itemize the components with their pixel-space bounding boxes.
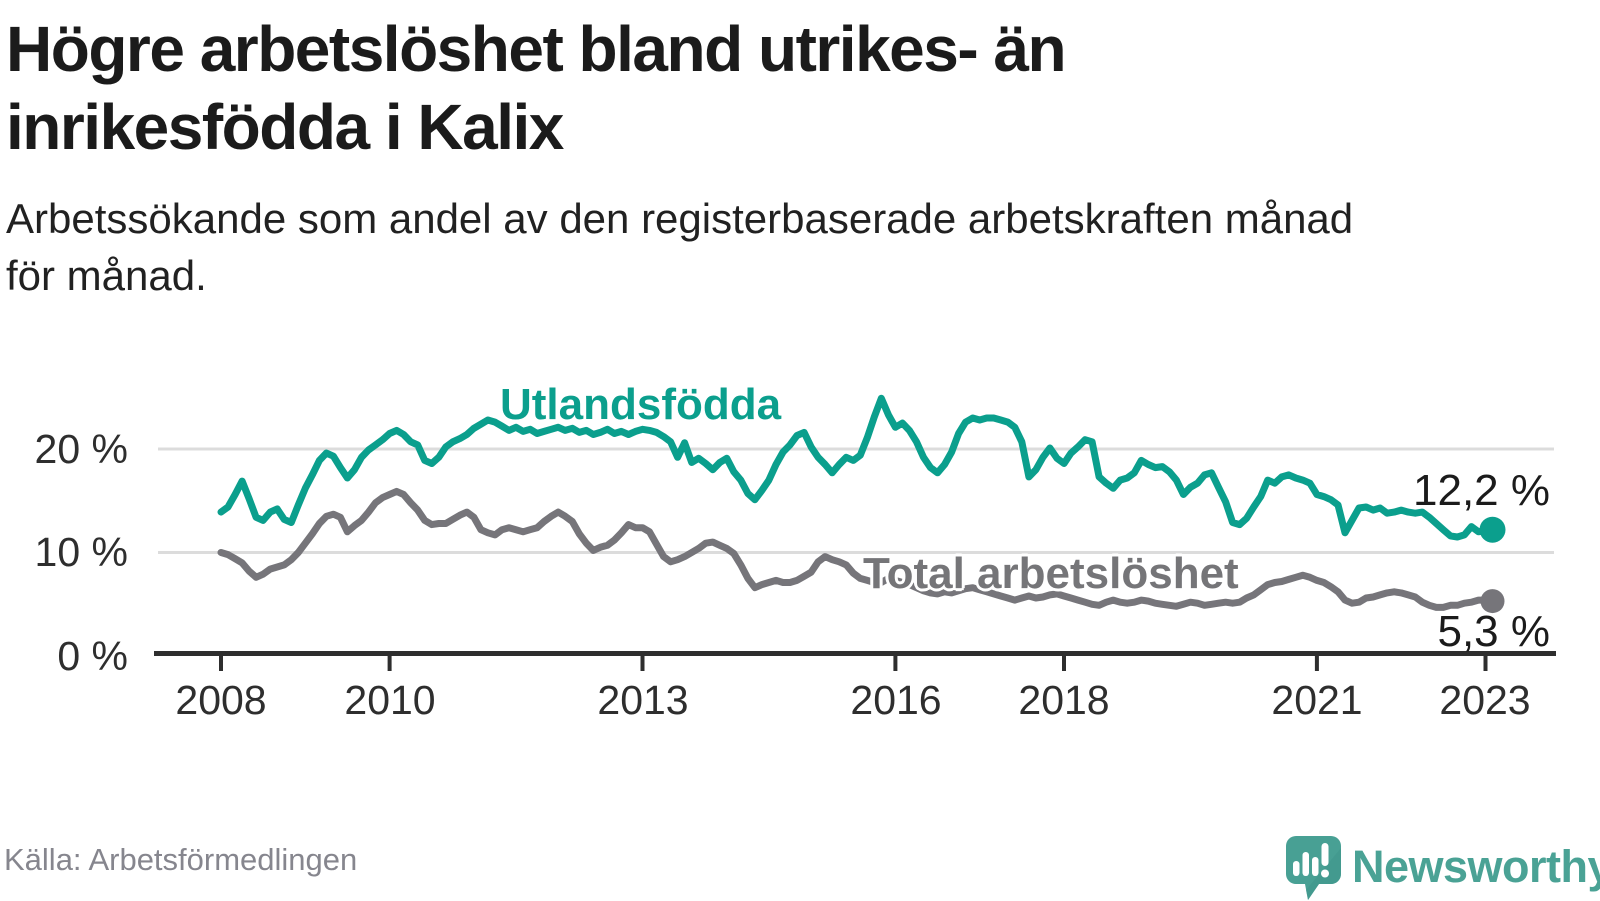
- series-label-total-arbetsloshet: Total arbetslöshet: [863, 549, 1239, 598]
- x-axis-label-2013: 2013: [597, 677, 689, 723]
- chart-subtitle-line-1: Arbetssökande som andel av den registerb…: [6, 195, 1354, 242]
- series-label-utlandsfodda: Utlandsfödda: [500, 380, 782, 429]
- y-axis-label-10: 10 %: [34, 529, 128, 575]
- chart-title-line-1: Högre arbetslöshet bland utrikes- än: [6, 13, 1067, 85]
- source-attribution: Källa: Arbetsförmedlingen: [4, 842, 358, 877]
- series-end-dot-total: [1480, 589, 1505, 614]
- y-axis-label-0: 0 %: [57, 633, 128, 679]
- x-axis-label-2008: 2008: [175, 677, 267, 723]
- series-end-dot-utlandsfodda: [1479, 516, 1506, 543]
- x-axis-label-2010: 2010: [344, 677, 436, 723]
- x-axis-label-2016: 2016: [850, 677, 942, 723]
- x-axis-label-2023: 2023: [1439, 677, 1531, 723]
- newsworthy-logo-text: Newsworthy: [1352, 841, 1600, 892]
- x-axis-label-2018: 2018: [1018, 677, 1110, 723]
- y-axis-label-20: 20 %: [34, 426, 128, 472]
- chart-title-line-2: inrikesfödda i Kalix: [6, 91, 564, 163]
- series-line-total: [217, 487, 1496, 611]
- series-line-utlandsfodda: [217, 394, 1496, 541]
- chart-subtitle-line-2: för månad.: [6, 252, 207, 299]
- end-value-label-utlandsfodda: 12,2 %: [1413, 466, 1550, 515]
- newsworthy-logo-icon: [1286, 836, 1341, 900]
- end-value-label-total: 5,3 %: [1437, 607, 1550, 656]
- x-axis-label-2021: 2021: [1271, 677, 1363, 723]
